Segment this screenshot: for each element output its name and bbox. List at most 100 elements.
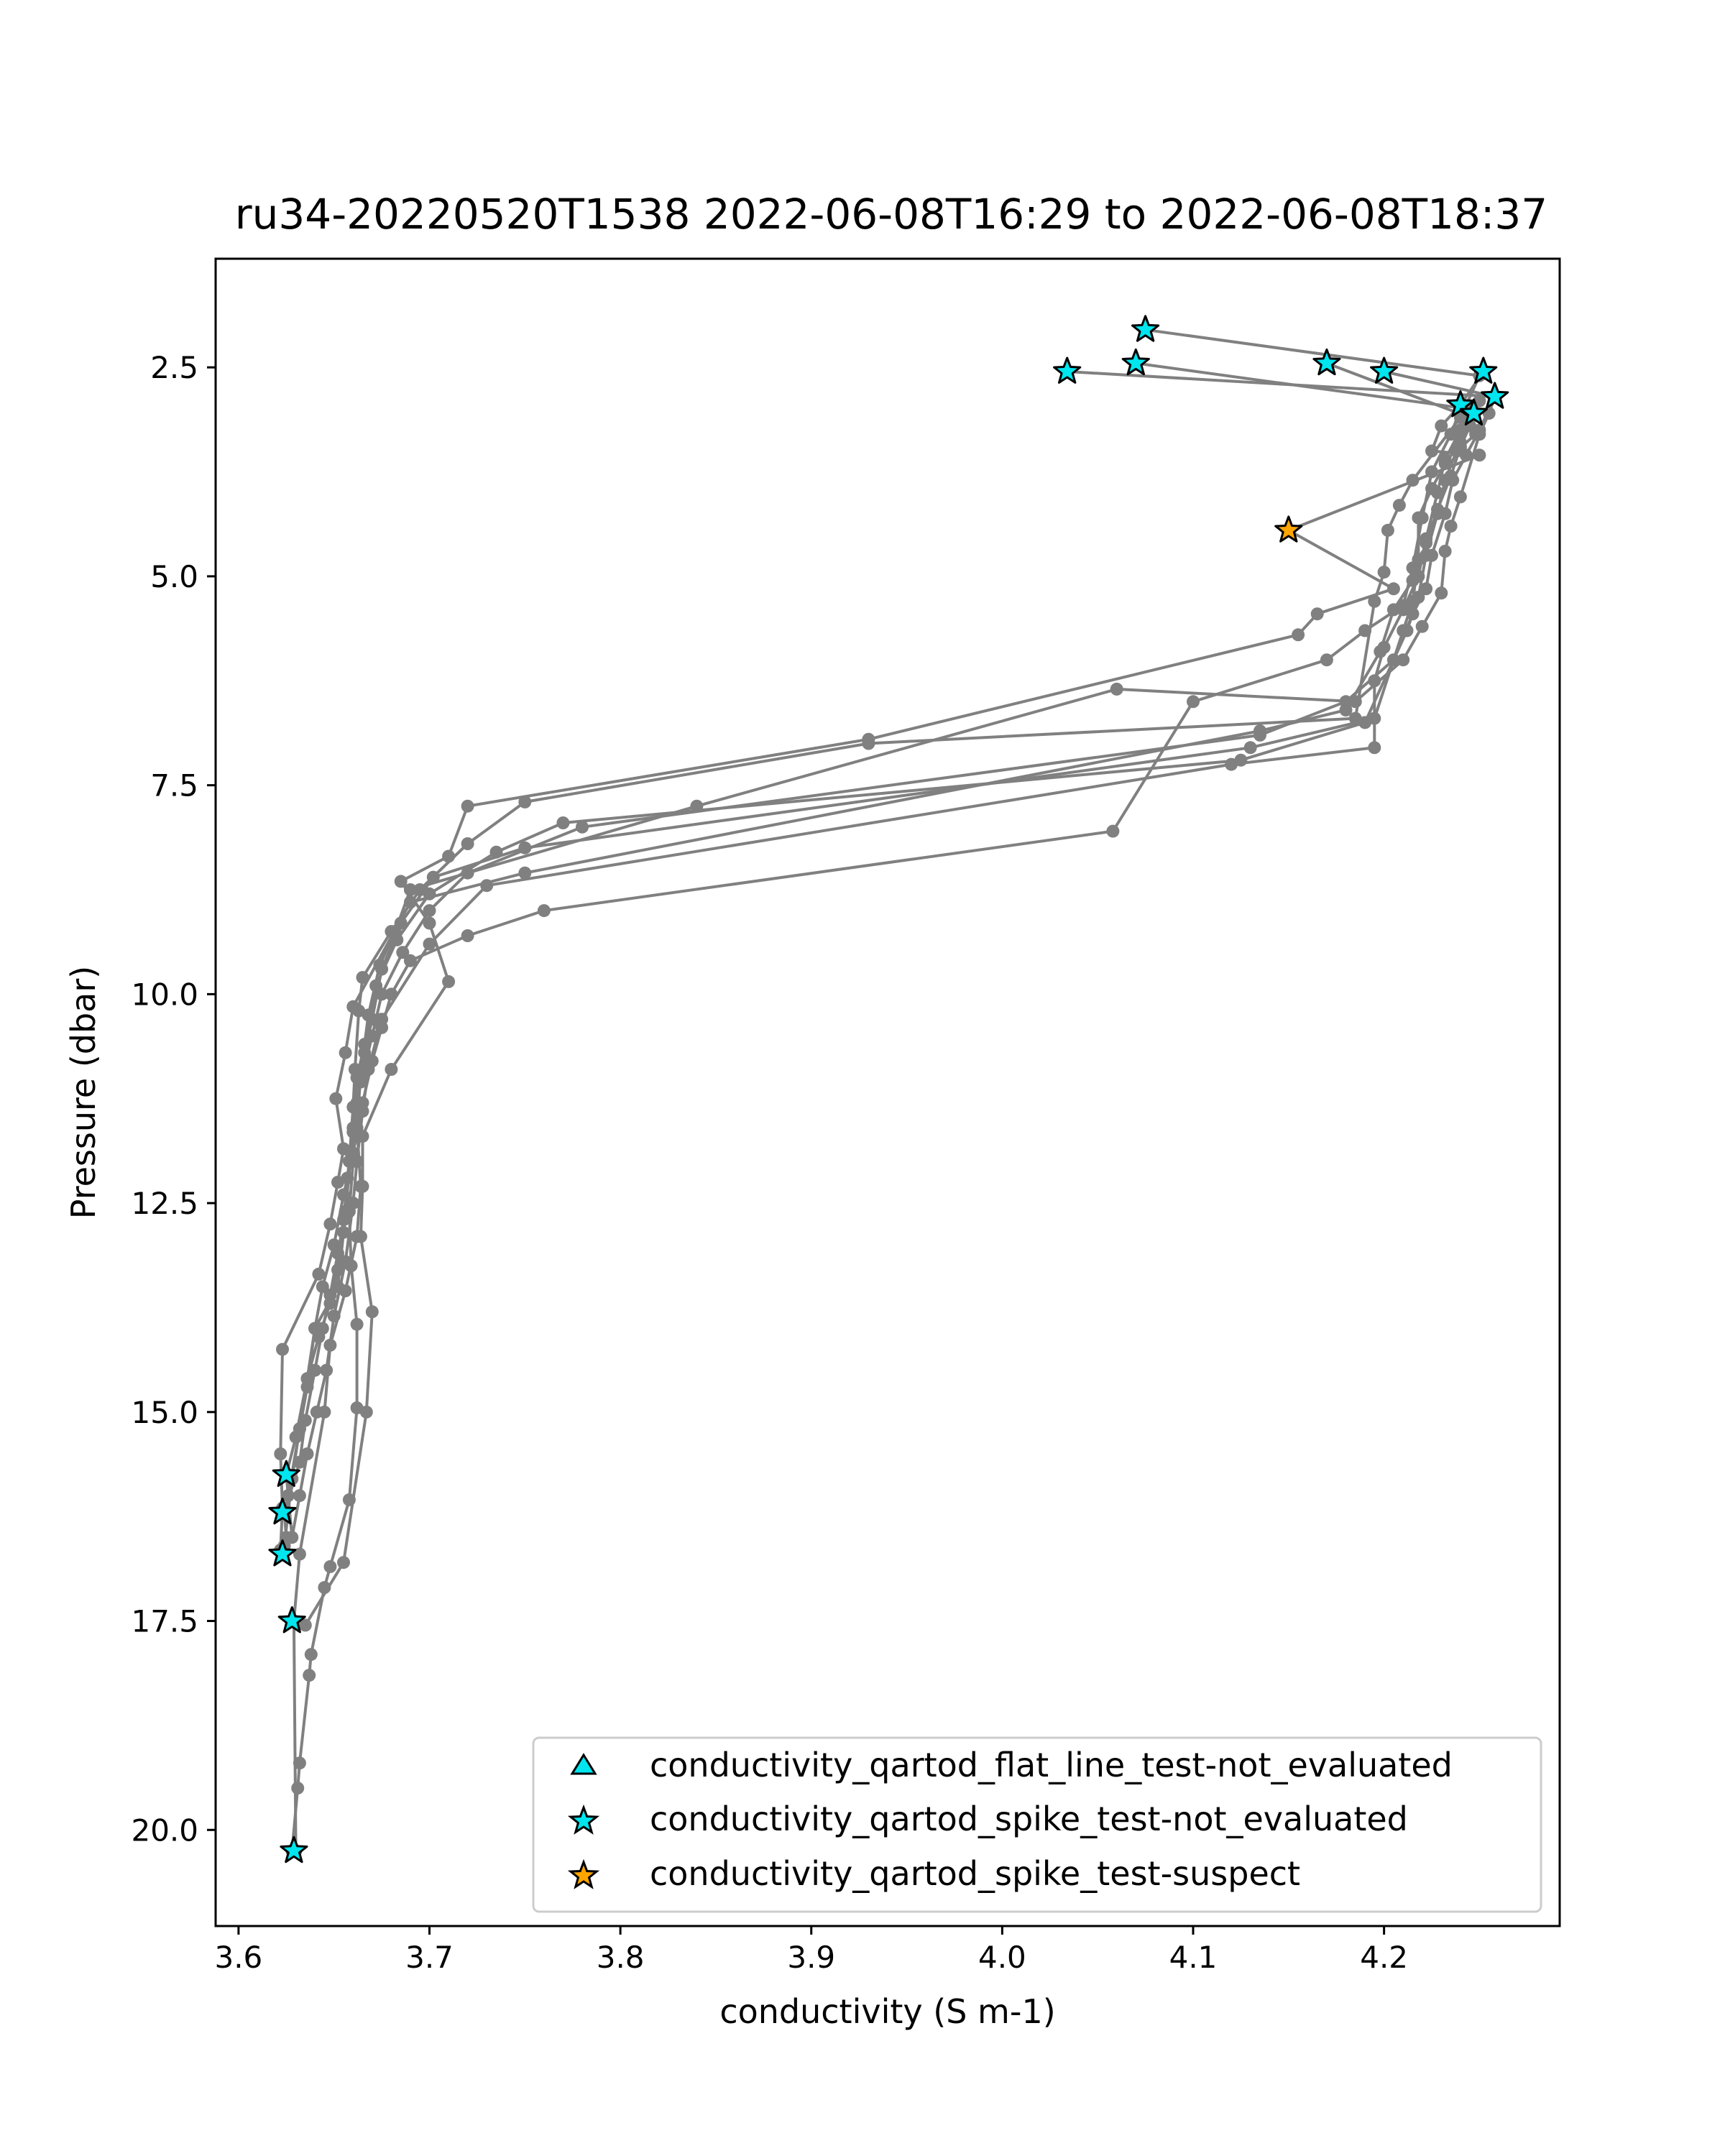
data-point-6-2: [1438, 453, 1452, 466]
data-point-5-14: [442, 975, 456, 988]
data-point-2-12: [426, 870, 440, 884]
data-point-3-11: [556, 816, 570, 829]
data-point-7-13: [385, 987, 398, 1001]
data-point-3-24: [342, 1493, 356, 1506]
qc-star-marker-not_evaluated-12: [268, 1539, 297, 1567]
data-point-7-21: [308, 1322, 322, 1335]
qc-star-marker-suspect-9: [1274, 515, 1303, 543]
y-tick-label: 20.0: [131, 1812, 198, 1848]
data-point-0-4: [1392, 499, 1406, 512]
data-point-8-7: [1386, 603, 1400, 617]
data-point-5-19: [365, 1305, 379, 1319]
data-point-6-22: [300, 1447, 314, 1460]
legend: conductivity_qartod_flat_line_test-not_e…: [532, 1736, 1542, 1913]
legend-frame: [532, 1736, 1542, 1913]
x-tick-label: 3.8: [597, 1940, 645, 1975]
data-point-8-19: [312, 1267, 326, 1281]
data-point-7-14: [375, 1021, 389, 1034]
qc-star-marker-not_evaluated-4: [1370, 356, 1399, 384]
data-point-7-16: [356, 1096, 369, 1110]
qc-star-marker-not_evaluated-8: [1459, 398, 1488, 425]
data-point-2-23: [308, 1363, 322, 1377]
qc-star-marker-not_evaluated-5: [1469, 356, 1498, 384]
data-point-5-3: [1425, 444, 1438, 458]
y-tick-label: 17.5: [131, 1604, 198, 1639]
y-tick-label: 10.0: [131, 977, 198, 1012]
legend-label-spike-suspect: conductivity_qartod_spike_test-suspect: [650, 1854, 1300, 1893]
data-point-0-7: [1368, 594, 1381, 608]
data-layer: [268, 315, 1509, 1864]
data-point-1-7: [1435, 586, 1448, 600]
data-point-8-2: [1453, 440, 1467, 453]
data-point-6-18: [339, 1255, 352, 1268]
data-point-8-18: [323, 1217, 337, 1231]
x-tick-label: 3.9: [787, 1940, 835, 1975]
data-point-1-10: [1348, 695, 1362, 709]
data-point-1-9: [1397, 653, 1410, 667]
qc-star-marker-not_evaluated-1: [1121, 348, 1150, 376]
data-point-8-11: [518, 866, 532, 880]
data-point-6-24: [285, 1531, 299, 1544]
data-point-4-12: [576, 820, 589, 834]
data-point-3-12: [489, 845, 503, 859]
data-point-4-9: [1386, 653, 1400, 667]
data-point-6-9: [1368, 741, 1381, 755]
data-point-1-11: [1110, 682, 1123, 696]
data-point-3-7: [1412, 591, 1425, 604]
data-point-3-8: [1400, 624, 1414, 637]
legend-triangle-marker: [570, 1753, 597, 1775]
y-tick-label: 12.5: [131, 1186, 198, 1221]
data-point-5-9: [862, 732, 875, 746]
data-point-7-18: [337, 1188, 350, 1202]
data-point-2-11: [518, 841, 532, 854]
data-point-8-15: [329, 1092, 343, 1105]
data-point-3-30: [291, 1782, 305, 1795]
data-point-5-15: [385, 1063, 398, 1076]
data-point-6-23: [293, 1489, 306, 1503]
data-point-4-18: [354, 1075, 367, 1089]
data-point-7-12: [403, 954, 417, 967]
data-point-1-6: [1438, 545, 1452, 558]
qc-star-marker-not_evaluated-11: [268, 1497, 297, 1525]
qc-star-marker-not_evaluated-3: [1312, 348, 1341, 376]
data-point-4-22: [331, 1280, 344, 1294]
data-point-7-9: [1106, 824, 1120, 838]
data-point-2-15: [365, 1013, 379, 1026]
data-point-3-9: [1358, 716, 1372, 729]
data-point-8-5: [1420, 536, 1433, 550]
chart-title: ru34-20220520T1538 2022-06-08T16:29 to 2…: [235, 190, 1547, 239]
qc-star-marker-not_evaluated-13: [277, 1606, 306, 1634]
qc-star-marker-not_evaluated-2: [1053, 356, 1082, 384]
data-point-5-4: [1473, 448, 1486, 462]
data-point-3-26: [318, 1581, 331, 1594]
data-point-4-7: [1420, 582, 1433, 596]
data-point-3-13: [423, 887, 436, 900]
data-point-3-25: [323, 1560, 337, 1573]
data-point-5-20: [359, 1405, 373, 1419]
data-point-2-10: [1243, 741, 1257, 755]
data-point-8-17: [331, 1176, 344, 1189]
data-point-6-19: [327, 1309, 341, 1323]
data-point-4-6: [1425, 548, 1438, 562]
data-point-5-16: [356, 1130, 369, 1143]
data-point-0-5: [1381, 523, 1394, 537]
qc-star-marker-not_evaluated-0: [1131, 315, 1160, 342]
data-point-6-3: [1431, 486, 1444, 499]
legend-star-marker-suspect: [567, 1858, 600, 1889]
data-point-1-12: [690, 799, 704, 813]
data-point-7-7: [1320, 653, 1333, 667]
data-point-4-21: [337, 1225, 350, 1239]
data-point-4-16: [375, 987, 389, 1001]
data-point-3-16: [358, 1038, 372, 1051]
data-point-1-24: [293, 1547, 306, 1561]
x-axis-label: conductivity (S m-1): [719, 1992, 1055, 2031]
data-point-6-10: [1225, 757, 1238, 771]
x-tick-label: 3.7: [405, 1940, 454, 1975]
data-point-0-3: [1406, 474, 1420, 487]
y-tick-label: 5.0: [150, 559, 198, 594]
x-tick-label: 4.0: [978, 1940, 1026, 1975]
data-point-8-20: [276, 1342, 289, 1356]
data-point-7-22: [300, 1372, 314, 1386]
y-tick-label: 7.5: [150, 768, 198, 803]
data-point-5-12: [394, 875, 408, 888]
